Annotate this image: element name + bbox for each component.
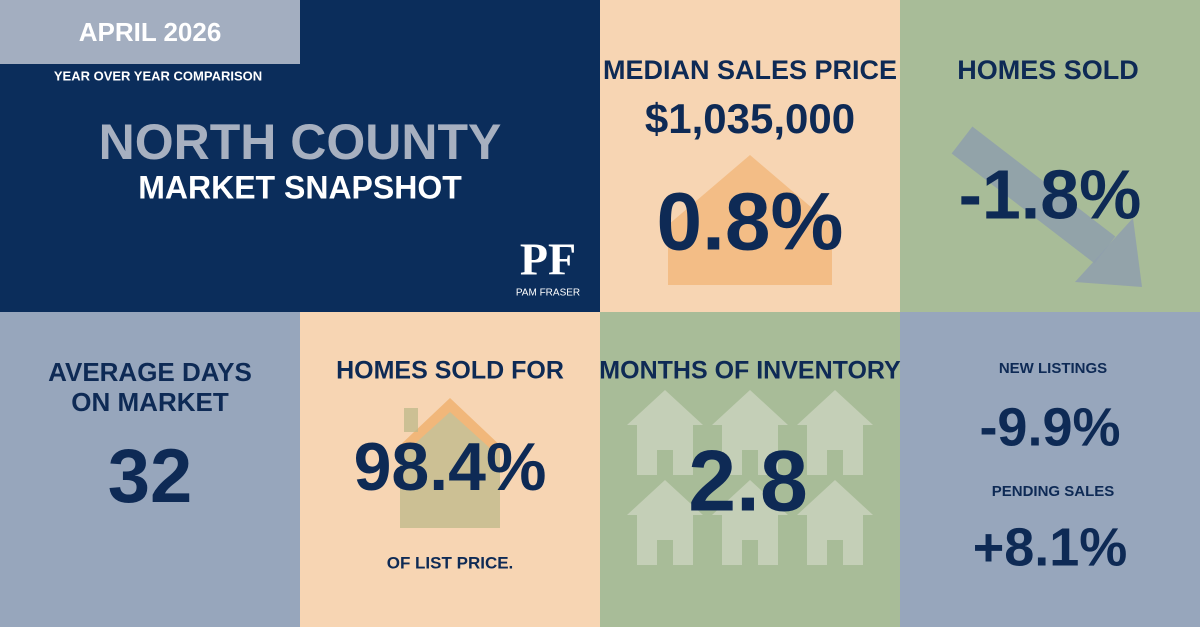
- inventory-title: MONTHS OF INVENTORY: [599, 357, 901, 385]
- homes-sold-panel: [900, 0, 1200, 312]
- median-price: $1,035,000: [645, 95, 855, 142]
- homes-sold-title: HOMES SOLD: [957, 55, 1139, 85]
- days-value: 32: [108, 434, 193, 519]
- median-change: 0.8%: [657, 177, 844, 268]
- pending-title: PENDING SALES: [992, 483, 1115, 500]
- new-listings-title: NEW LISTINGS: [999, 360, 1107, 377]
- sold-for-title: HOMES SOLD FOR: [336, 357, 564, 385]
- days-panel: [0, 312, 300, 627]
- logo-name: PAM FRASER: [516, 288, 580, 299]
- inventory-value: 2.8: [688, 434, 808, 530]
- pending-change: +8.1%: [973, 517, 1128, 577]
- title: MARKET SNAPSHOT: [138, 169, 462, 205]
- chimney-icon: [404, 408, 418, 432]
- house-icon: [797, 390, 873, 475]
- listings-panel: [900, 312, 1200, 627]
- sold-for-note: OF LIST PRICE.: [387, 553, 514, 572]
- house-icon: [627, 480, 703, 565]
- house-icon: [712, 480, 788, 565]
- region: NORTH COUNTY: [99, 114, 502, 170]
- days-title: AVERAGE DAYS: [48, 357, 252, 387]
- down-arrow: [951, 126, 1116, 264]
- house-icon: [797, 480, 873, 565]
- month: APRIL 2026: [79, 17, 222, 47]
- median-title: MEDIAN SALES PRICE: [603, 55, 897, 85]
- subtitle: YEAR OVER YEAR COMPARISON: [54, 68, 262, 83]
- house-icon: [712, 390, 788, 475]
- homes-sold-change: -1.8%: [959, 155, 1142, 233]
- new-listings-change: -9.9%: [979, 397, 1120, 457]
- logo-monogram: PF: [520, 234, 576, 285]
- sold-for-value: 98.4%: [354, 429, 547, 505]
- house-icon: [627, 390, 703, 475]
- roof-icon: [395, 398, 505, 450]
- arrow-head: [1075, 218, 1142, 287]
- house-icon: [668, 155, 832, 285]
- house-icons: [627, 390, 873, 565]
- days-title: ON MARKET: [71, 387, 229, 417]
- month-box: [0, 0, 300, 64]
